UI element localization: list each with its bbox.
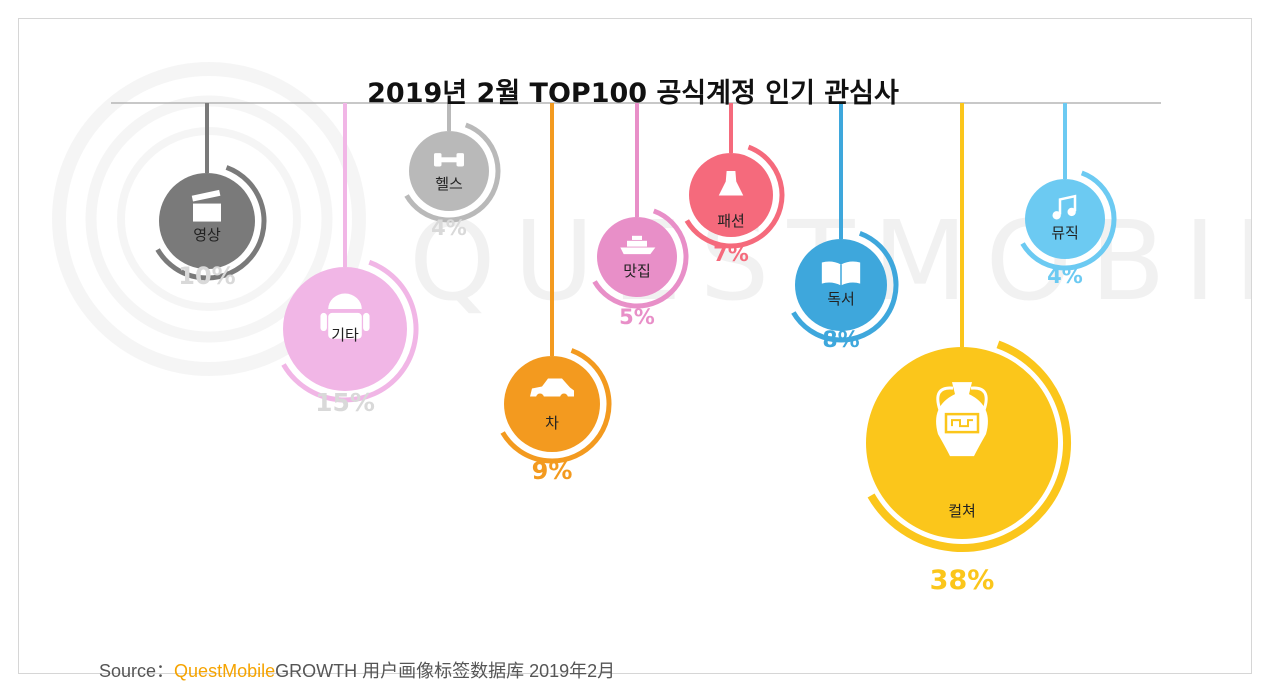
bubble-9: 뮤직 4% [1020,103,1117,288]
value-label: 5% [619,305,655,329]
bubble-ring [684,144,785,249]
bubble-7: 독서 8% [791,103,899,353]
bubble-disc [1025,179,1105,259]
bubble-ring [404,122,501,223]
car-icon [530,378,574,402]
category-label: 패션 [717,212,745,230]
chart-title: 2019년 2월 TOP100 공식계정 인기 관심사 [367,78,899,109]
bubble-ring [592,208,689,309]
source-prefix: Source： [99,661,175,681]
bubble-disc [409,131,489,211]
category-label: 독서 [827,290,855,308]
value-label: 38% [930,565,995,596]
bubble-2: 기타 15% [281,103,419,417]
category-label: 영상 [193,226,221,244]
watermark-ring [85,95,333,343]
value-label: 9% [532,457,573,485]
category-label: 컬쳐 [948,502,976,520]
value-label: 7% [713,242,749,266]
bubble-ring [1020,170,1117,271]
vase-icon [936,382,988,457]
bubble-4: 차 9% [500,103,612,485]
category-label: 헬스 [435,175,463,193]
value-label: 15% [315,388,375,417]
source-note: Source：QuestMobileGROWTH 用户画像标签数据库 2019年… [99,657,615,683]
source-rest: GROWTH 用户画像标签数据库 2019年2月 [275,661,616,681]
value-label: 4% [1047,264,1083,288]
ship-icon [620,235,656,255]
bubble-disc [504,356,600,452]
value-label: 4% [431,216,467,240]
bubble-ring [867,340,1071,552]
watermark-logo [52,62,366,376]
dumbbell-icon [434,153,464,167]
bubble-3: 헬스 4% [404,103,501,240]
chart-frame: QUESTMOBILE영상10%기타15%헬스4%차9%맛집5%패션7%독서8%… [18,18,1252,681]
category-label: 차 [545,414,559,432]
bubble-ring [155,165,267,281]
value-label: 10% [178,262,235,290]
clapperboard-icon [191,189,221,222]
watermark-ring [52,62,366,376]
source-brand: QuestMobile [174,661,276,681]
book-icon [821,261,861,286]
bubble-ring [791,230,899,343]
dress-icon [718,170,744,196]
bubble-6: 패션 7% [684,103,785,266]
value-label: 8% [822,328,859,353]
bubble-ring [281,259,419,403]
bubble-8: 컬쳐 38% [866,103,1071,596]
android-icon [320,293,370,339]
category-label: 뮤직 [1051,224,1079,242]
category-label: 기타 [331,326,359,344]
bubble-1: 영상 10% [155,103,267,290]
music-note-icon [1052,194,1077,220]
bubble-disc [597,217,677,297]
bubble-5: 맛집 5% [592,103,689,329]
bubble-chart: QUESTMOBILE영상10%기타15%헬스4%차9%맛집5%패션7%독서8%… [52,62,1251,596]
bubble-ring [500,348,612,464]
category-label: 맛집 [623,262,651,280]
